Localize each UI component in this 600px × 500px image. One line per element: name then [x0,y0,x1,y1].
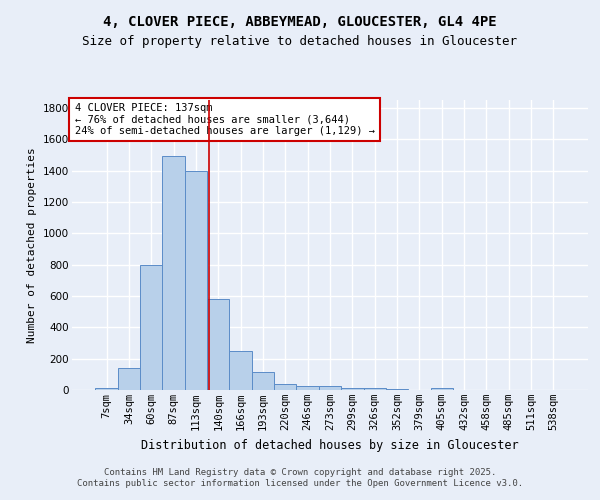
Bar [229,351,252,390]
Bar [252,372,274,390]
X-axis label: Distribution of detached houses by size in Gloucester: Distribution of detached houses by size … [141,438,519,452]
Bar [319,386,341,390]
Text: Size of property relative to detached houses in Gloucester: Size of property relative to detached ho… [83,35,517,48]
Bar [431,388,453,390]
Bar [386,389,408,390]
Bar [163,156,185,390]
Bar [364,388,386,390]
Bar [274,384,296,390]
Bar [185,170,207,390]
Bar [296,386,319,390]
Bar [341,388,364,390]
Text: Contains HM Land Registry data © Crown copyright and database right 2025.
Contai: Contains HM Land Registry data © Crown c… [77,468,523,487]
Text: 4, CLOVER PIECE, ABBEYMEAD, GLOUCESTER, GL4 4PE: 4, CLOVER PIECE, ABBEYMEAD, GLOUCESTER, … [103,15,497,29]
Bar [140,264,163,390]
Y-axis label: Number of detached properties: Number of detached properties [28,147,37,343]
Text: 4 CLOVER PIECE: 137sqm
← 76% of detached houses are smaller (3,644)
24% of semi-: 4 CLOVER PIECE: 137sqm ← 76% of detached… [74,103,374,136]
Bar [207,299,229,390]
Bar [95,388,118,390]
Bar [118,368,140,390]
